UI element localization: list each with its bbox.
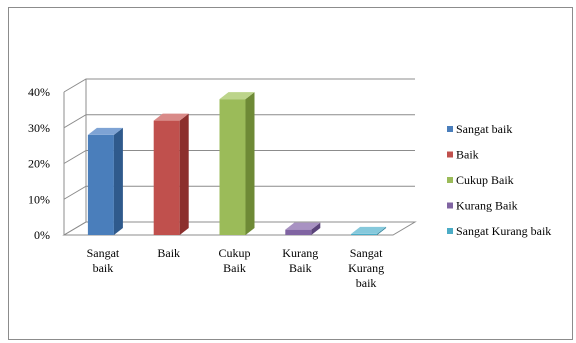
x-tick-label: Cukup Baik [218, 246, 250, 275]
y-tick-label: 40% [28, 85, 50, 99]
bar [87, 127, 123, 235]
bar-side [179, 113, 189, 235]
legend-swatch [447, 126, 453, 132]
bar-front [351, 233, 378, 235]
legend-label: Kurang Baik [456, 199, 518, 213]
legend-swatch [447, 151, 453, 158]
x-tick-label: Baik [157, 246, 180, 260]
y-axis: 0% 10% 20% 30% 40% [28, 85, 50, 242]
bar-side [245, 92, 255, 236]
x-tick-label: Sangat baik [87, 246, 120, 275]
bar-side [311, 222, 321, 235]
x-tick-label: Sangat Kurang baik [348, 246, 384, 290]
legend-item: Baik [447, 148, 479, 162]
legend-swatch [447, 202, 453, 209]
legend-swatch [447, 228, 453, 234]
gridlines [63, 78, 415, 236]
bar-side [113, 127, 123, 235]
gridline [63, 221, 415, 236]
gridline [63, 185, 415, 200]
y-tick-label: 20% [28, 157, 50, 171]
bar-front [153, 120, 180, 235]
x-tick-label: Kurang Baik [282, 246, 318, 275]
legend-label: Sangat Kurang baik [456, 224, 551, 238]
bar-top [219, 92, 255, 100]
legend: Sangat baik Baik Cukup Baik Kurang Baik Sang… [447, 122, 551, 238]
bar [219, 92, 255, 236]
legend-label: Baik [456, 148, 479, 162]
y-tick-label: 0% [34, 228, 50, 242]
x-axis: Sangat baik Baik Cukup Baik Kurang Baik Sangat K… [87, 246, 385, 290]
gridline [63, 114, 415, 129]
bars [87, 92, 387, 236]
legend-item: Sangat baik [447, 122, 512, 136]
gridline [63, 150, 415, 164]
bar-top [87, 127, 123, 135]
bar [285, 222, 321, 235]
y-tick-label: 30% [28, 121, 50, 135]
legend-swatch [447, 177, 453, 183]
bar-top [351, 226, 387, 234]
bar-side [377, 226, 387, 235]
bar-top [153, 113, 189, 121]
bar-front [87, 134, 114, 235]
bar-front [219, 99, 246, 236]
bar-front [285, 229, 312, 235]
bar [351, 226, 387, 235]
bar-top [285, 222, 321, 230]
legend-item: Sangat Kurang baik [447, 224, 551, 238]
legend-label: Sangat baik [456, 122, 512, 136]
legend-label: Cukup Baik [456, 173, 514, 187]
legend-item: Cukup Baik [447, 173, 514, 187]
legend-item: Kurang Baik [447, 199, 518, 213]
bar [153, 113, 189, 235]
y-tick-label: 10% [28, 192, 50, 206]
gridline [63, 78, 415, 93]
